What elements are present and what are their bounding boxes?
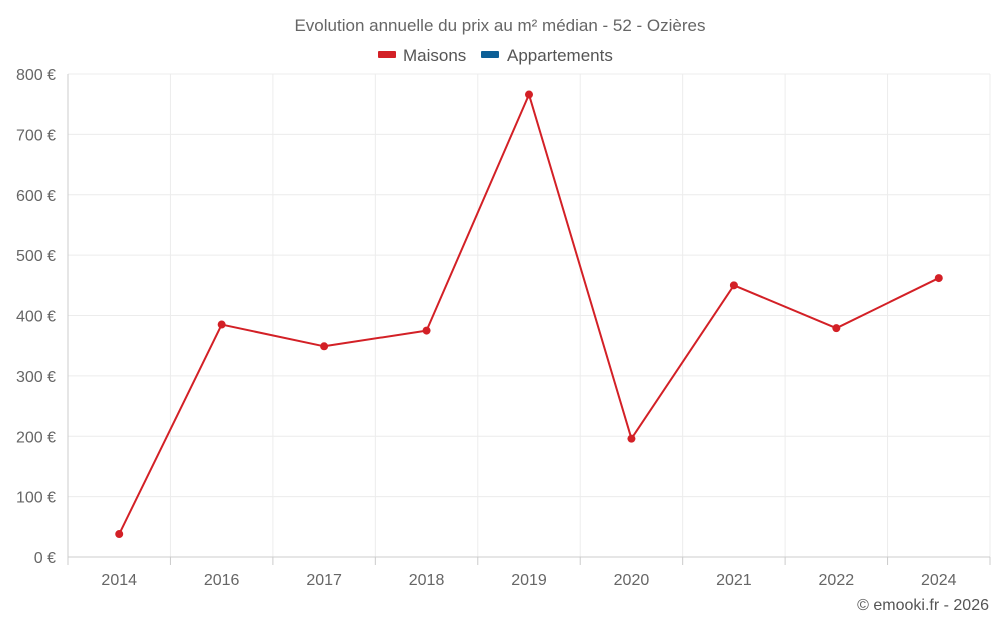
credit-text[interactable]: © emooki.fr - 2026 [857,597,989,614]
gridlines [67,73,991,565]
legend-label-maisons: Maisons [403,46,466,65]
legend-label-appartements: Appartements [507,46,613,65]
data-point-2019[interactable] [525,90,533,99]
x-axis-tick-labels: 2014 2016 2017 2018 2019 2020 2021 2022 2024 [101,572,956,589]
legend-item-appartements[interactable]: Appartements [481,46,613,65]
x-tick-label: 2018 [409,572,445,589]
data-point-2022[interactable] [832,324,841,333]
legend-swatch-maisons [378,51,396,58]
data-point-2024[interactable] [934,274,943,283]
chart-title: Evolution annuelle du prix au m² médian … [294,16,705,35]
x-tick-label: 2022 [819,572,855,589]
x-tick-label: 2021 [716,572,752,589]
y-tick-label: 500 € [16,248,56,265]
y-tick-label: 700 € [16,127,56,144]
data-point-2017[interactable] [320,342,329,351]
data-point-2014[interactable] [115,530,124,539]
data-point-2016[interactable] [217,320,226,329]
x-tick-label: 2024 [921,572,957,589]
y-tick-label: 0 € [34,550,56,567]
legend: Maisons Appartements [378,46,613,65]
y-tick-label: 100 € [16,490,56,507]
series-line-maisons [118,93,940,535]
data-point-2020[interactable] [627,434,636,443]
x-tick-label: 2017 [306,572,342,589]
y-tick-label: 400 € [16,309,56,326]
x-tick-label: 2014 [101,572,137,589]
data-point-2018[interactable] [422,326,431,335]
x-tick-label: 2019 [511,572,547,589]
y-tick-label: 600 € [16,188,56,205]
y-tick-label: 300 € [16,369,56,386]
x-tick-label: 2016 [204,572,240,589]
y-axis-tick-labels: 0 € 100 € 200 € 300 € 400 € 500 € 600 € 700 € 80… [16,67,56,567]
series-maisons [115,90,943,539]
y-tick-label: 800 € [16,67,56,84]
y-tick-label: 200 € [16,429,56,446]
data-point-2021[interactable] [729,281,738,290]
legend-swatch-appartements [481,51,499,58]
x-tick-label: 2020 [614,572,650,589]
legend-item-maisons[interactable]: Maisons [378,46,466,65]
